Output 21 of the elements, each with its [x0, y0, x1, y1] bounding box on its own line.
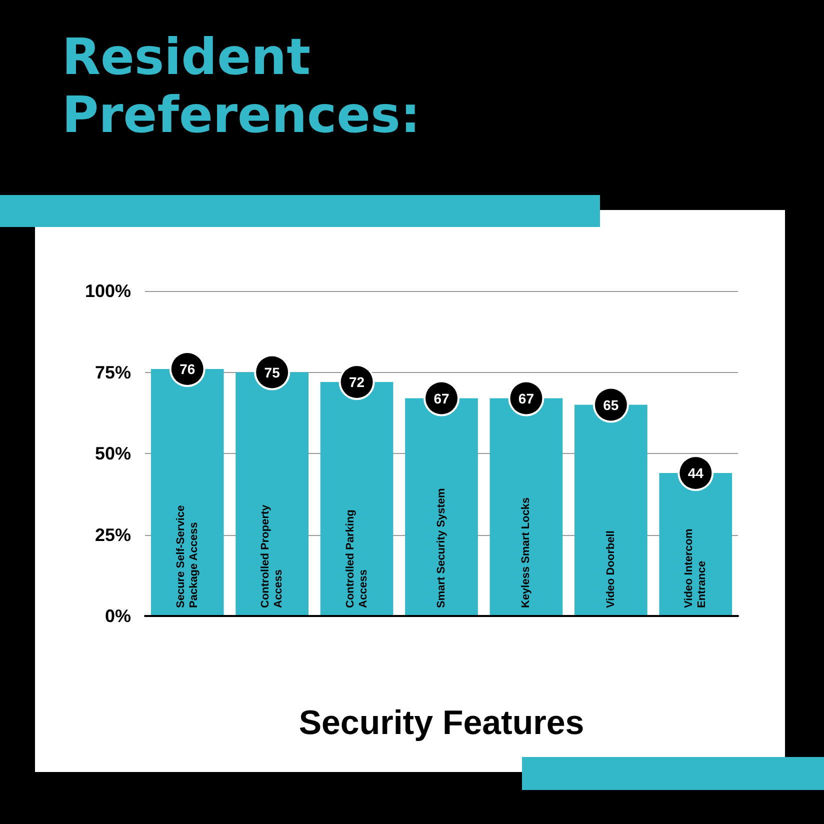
- data-label: 67: [434, 390, 450, 406]
- x-tick-label: Keyless Smart Locks: [520, 497, 532, 608]
- x-tick-label: Video Doorbell: [604, 530, 617, 608]
- x-tick-label: Controlled Property Access: [260, 502, 285, 608]
- data-label: 76: [180, 361, 196, 377]
- y-tick-label: 100%: [84, 281, 131, 301]
- y-tick-label: 0%: [104, 606, 131, 626]
- x-tick-label: Video Intercom Entrance: [683, 526, 708, 608]
- data-label: 72: [348, 374, 365, 390]
- y-tick-label: 25%: [94, 524, 131, 545]
- chart-title: Resident Preferences:: [62, 28, 422, 144]
- x-tick-label: Secure Self-Service Package Access: [174, 502, 200, 608]
- data-label: 44: [688, 465, 704, 481]
- x-tick-label: Controlled Parking Access: [344, 506, 370, 608]
- x-tick-label: Smart Security System: [436, 488, 448, 608]
- y-tick-label: 50%: [94, 444, 131, 464]
- data-label: 75: [264, 364, 280, 380]
- y-tick-label: 75%: [94, 362, 131, 382]
- data-label: 67: [518, 390, 534, 406]
- data-label: 65: [603, 396, 619, 413]
- x-axis-title: Security Features: [298, 704, 584, 742]
